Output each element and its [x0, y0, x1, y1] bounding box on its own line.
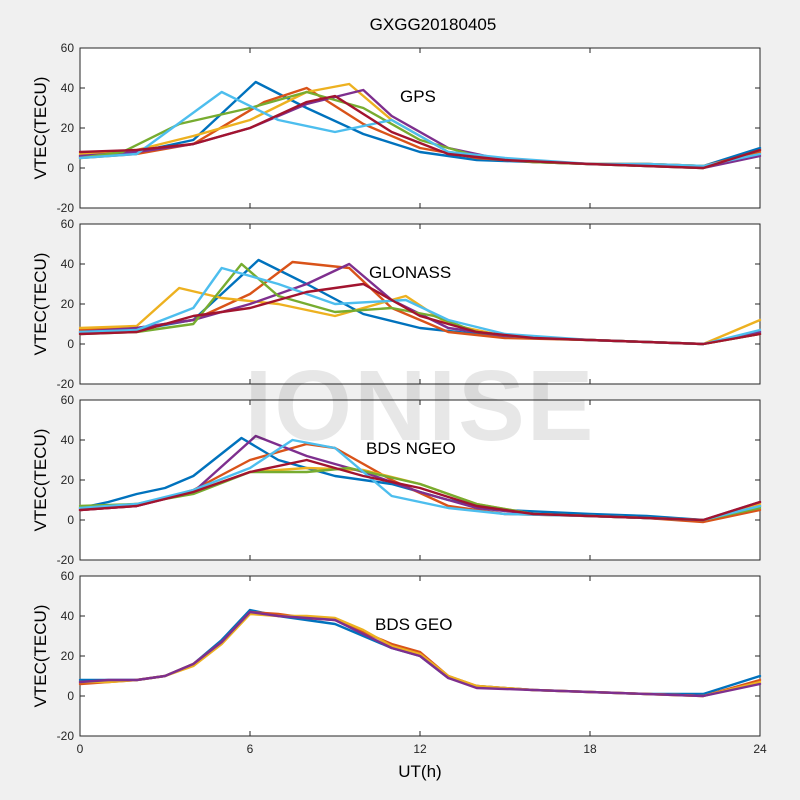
series-line-3	[78, 610, 762, 698]
series-line-6	[78, 458, 762, 522]
y-tick-label: 0	[67, 513, 74, 527]
x-axis-label: UT(h)	[398, 762, 441, 781]
y-tick-label: 0	[67, 689, 74, 703]
panel-label: BDS GEO	[375, 615, 452, 634]
y-tick-label: 0	[67, 337, 74, 351]
y-tick-label: -20	[57, 553, 75, 567]
x-tick-label: 0	[77, 742, 84, 756]
series-line-6	[78, 282, 762, 346]
y-tick-label: 60	[61, 41, 75, 55]
panel-1: -20 0 20 40 60 VTEC(TECU) GLONASS	[31, 217, 762, 391]
y-axis-label: VTEC(TECU)	[31, 253, 50, 356]
y-tick-label: -20	[57, 729, 75, 743]
y-axis-label: VTEC(TECU)	[31, 429, 50, 532]
axes-box	[79, 399, 761, 561]
y-tick-label: 20	[61, 473, 75, 487]
y-tick-label: 40	[61, 433, 75, 447]
y-tick-label: 60	[61, 393, 75, 407]
panel-label: BDS NGEO	[366, 439, 456, 458]
x-tick-label: 24	[753, 742, 767, 756]
y-tick-label: 40	[61, 81, 75, 95]
x-tick-label: 12	[413, 742, 427, 756]
y-tick-label: 40	[61, 257, 75, 271]
watermark: IONISE	[245, 350, 596, 462]
y-tick-label: -20	[57, 377, 75, 391]
y-tick-label: 40	[61, 609, 75, 623]
y-tick-label: 20	[61, 649, 75, 663]
x-tick-label: 6	[247, 742, 254, 756]
y-tick-label: -20	[57, 201, 75, 215]
axes-box	[79, 47, 761, 209]
y-tick-label: 0	[67, 161, 74, 175]
y-axis-label: VTEC(TECU)	[31, 605, 50, 708]
panel-2: -20 0 20 40 60 VTEC(TECU) BDS NGEO	[31, 393, 762, 567]
series-line-5	[78, 90, 762, 168]
panel-0: -20 0 20 40 60 VTEC(TECU) GPS	[31, 41, 762, 215]
panel-label: GPS	[400, 87, 436, 106]
figure-title: GXGG20180405	[370, 15, 497, 34]
y-tick-label: 20	[61, 121, 75, 135]
series-line-0	[78, 436, 762, 522]
series-line-6	[78, 94, 762, 170]
x-tick-label: 18	[583, 742, 597, 756]
y-tick-label: 20	[61, 297, 75, 311]
y-tick-label: 60	[61, 569, 75, 583]
panel-label: GLONASS	[369, 263, 451, 282]
y-axis-label: VTEC(TECU)	[31, 77, 50, 180]
y-tick-label: 60	[61, 217, 75, 231]
